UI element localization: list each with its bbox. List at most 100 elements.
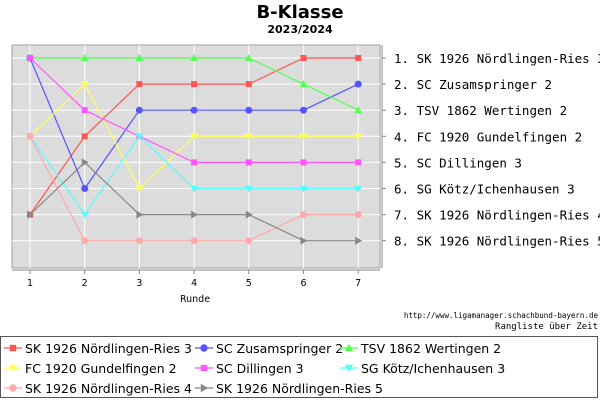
data-point (300, 55, 307, 61)
data-point (354, 185, 363, 193)
data-point (244, 133, 253, 141)
data-point (135, 106, 143, 114)
legend-label: SG Kötz/Ichenhausen 3 (361, 360, 506, 376)
legend-swatch (4, 364, 22, 373)
data-point (299, 133, 308, 141)
data-point (354, 80, 362, 88)
data-point (190, 106, 198, 114)
data-point (190, 133, 199, 141)
data-point (300, 211, 307, 219)
rank-label: 8. SK 1926 Nördlingen-Ries 5 (394, 234, 600, 249)
data-point (135, 237, 143, 245)
x-tick-label: 7 (355, 278, 361, 289)
legend-marker (9, 384, 17, 392)
data-point (245, 210, 253, 219)
legend-marker (200, 364, 208, 372)
rank-label: 4. FC 1920 Gundelfingen 2 (394, 129, 582, 144)
series (26, 54, 363, 114)
legend-swatch (195, 364, 213, 372)
legend-marker (200, 344, 208, 352)
data-point (355, 236, 363, 245)
data-point (80, 81, 89, 89)
data-point (136, 210, 144, 219)
legend-swatch (4, 344, 22, 352)
legend-label: FC 1920 Gundelfingen 2 (25, 360, 177, 376)
legend-item: SC Dillingen 3 (195, 360, 304, 376)
data-point (354, 133, 363, 141)
rank-label: 6. SG Kötz/Ichenhausen 3 (394, 182, 575, 197)
legend-marker (8, 364, 18, 373)
plot-background (11, 44, 381, 269)
legend-marker (9, 344, 17, 352)
data-point (245, 81, 252, 88)
data-point (81, 133, 88, 140)
legend-label: TSV 1862 Wertingen 2 (361, 340, 502, 356)
series-group (26, 54, 363, 245)
credit-caption: Rangliste über Zeit (495, 322, 598, 332)
data-point (135, 133, 144, 141)
data-point (81, 185, 89, 192)
data-point (354, 106, 363, 114)
x-tick-label: 1 (27, 278, 33, 289)
legend-swatch (340, 364, 358, 373)
legend-label: SC Dillingen 3 (216, 360, 304, 376)
data-point (81, 107, 88, 114)
data-point (190, 237, 198, 245)
rank-label: 3. TSV 1862 Wertingen 2 (394, 103, 567, 118)
chart-title: B-Klasse (256, 2, 344, 23)
data-point (136, 81, 143, 88)
x-tick-label: 5 (246, 278, 252, 289)
data-point (299, 185, 308, 193)
series (27, 158, 363, 245)
data-point (191, 81, 198, 88)
data-point (245, 159, 252, 166)
legend-swatch (4, 384, 22, 392)
data-point (191, 210, 199, 219)
x-tick-label: 2 (82, 278, 88, 289)
series (26, 132, 362, 245)
data-point (26, 132, 34, 140)
legend-label: SK 1926 Nördlingen-Ries 4 (25, 380, 192, 396)
data-point (135, 185, 144, 193)
data-point (80, 211, 89, 219)
legend-swatch (340, 343, 358, 352)
legend-marker (344, 364, 354, 373)
data-point (245, 237, 253, 245)
data-point (300, 106, 307, 114)
data-point (245, 106, 253, 114)
rank-chart: 1 2 3 4 5 6 7 1. SK 1926 Nördlingen-Ries 3 2. S… (11, 44, 600, 305)
data-point (355, 55, 362, 61)
data-point (244, 185, 253, 193)
legend-item: SK 1926 Nördlingen-Ries 5 (195, 380, 383, 396)
rank-label: 2. SC Zusamspringer 2 (394, 77, 552, 92)
legend-swatch (195, 344, 213, 352)
x-tick-label: 6 (300, 278, 306, 289)
chart-subtitle: 2023/2024 (267, 23, 333, 36)
legend: SK 1926 Nördlingen-Ries 3 SC Zusamspringe… (0, 336, 598, 398)
legend-label: SK 1926 Nördlingen-Ries 5 (216, 380, 383, 396)
data-point (300, 159, 307, 166)
data-point (80, 54, 89, 61)
legend-item: SC Zusamspringer 2 (195, 340, 343, 356)
rank-label: 5. SC Dillingen 3 (394, 155, 522, 170)
data-point (355, 159, 362, 166)
data-point (190, 54, 199, 61)
legend-item: SG Kötz/Ichenhausen 3 (340, 360, 505, 376)
legend-label: SK 1926 Nördlingen-Ries 3 (25, 340, 192, 356)
data-point (191, 159, 198, 166)
legend-swatch (195, 383, 213, 393)
rank-labels: 1. SK 1926 Nördlingen-Ries 3 2. SC Zusams… (394, 51, 600, 249)
legend-marker (200, 383, 209, 393)
data-point (27, 210, 34, 219)
data-point (300, 236, 308, 245)
credit-url: http://www.ligamanager.schachbund-bayern… (403, 311, 598, 320)
data-point (81, 237, 89, 245)
data-point (244, 54, 253, 61)
rank-label: 1. SK 1926 Nördlingen-Ries 3 (394, 51, 600, 66)
legend-marker (344, 343, 354, 352)
axes: 1 2 3 4 5 6 7 (12, 45, 386, 289)
rank-label: 7. SK 1926 Nördlingen-Ries 4 (394, 208, 600, 223)
data-point (27, 55, 33, 61)
data-point (299, 80, 308, 88)
legend-item: FC 1920 Gundelfingen 2 (4, 360, 177, 376)
